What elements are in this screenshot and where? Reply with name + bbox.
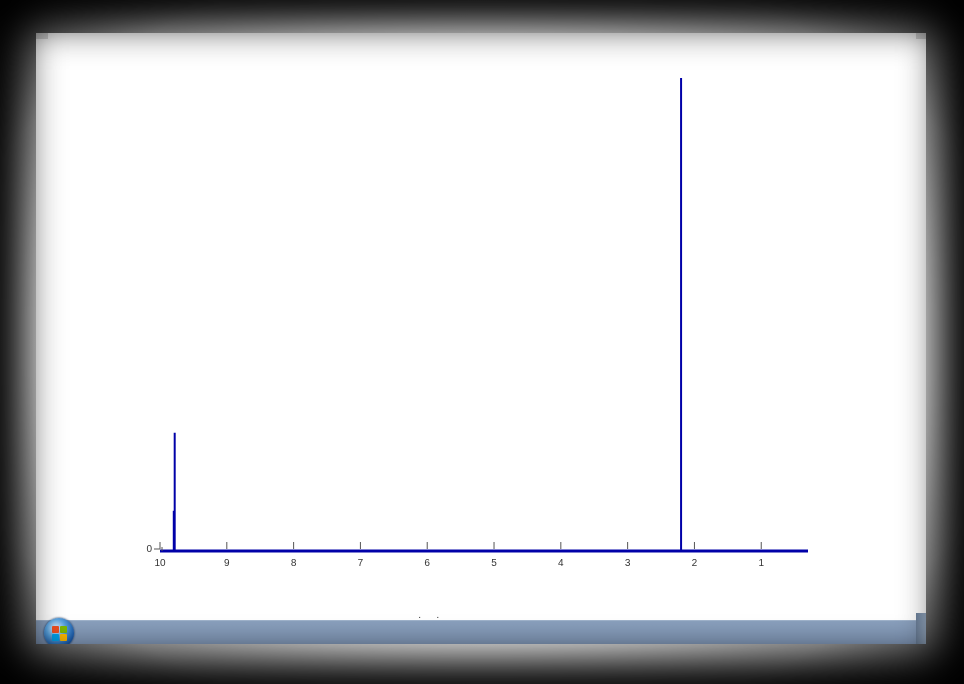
x-tick-label: 2 bbox=[692, 558, 698, 569]
x-tick-label: 4 bbox=[558, 558, 564, 569]
taskbar bbox=[36, 613, 926, 644]
spectrum-peaks bbox=[172, 78, 683, 551]
screen: 10 9 8 7 6 5 4 3 2 1 0 · · bbox=[36, 33, 926, 644]
x-tick-label: 1 bbox=[758, 558, 764, 569]
x-axis: 10 9 8 7 6 5 4 3 2 1 bbox=[154, 542, 808, 569]
screen-corner-right bbox=[916, 33, 926, 39]
show-desktop-button[interactable] bbox=[916, 613, 926, 644]
windows-start-orb-icon[interactable] bbox=[44, 618, 74, 644]
logo-quadrant-yellow bbox=[60, 634, 67, 641]
logo-quadrant-blue bbox=[52, 634, 59, 641]
nmr-spectrum-chart: 10 9 8 7 6 5 4 3 2 1 0 bbox=[146, 78, 808, 569]
logo-quadrant-green bbox=[60, 626, 67, 633]
x-tick-label: 5 bbox=[491, 558, 497, 569]
x-tick-label: 7 bbox=[358, 558, 364, 569]
x-tick-label: 10 bbox=[154, 558, 166, 569]
logo-quadrant-red bbox=[52, 626, 59, 633]
screen-corner-left bbox=[36, 33, 48, 39]
x-tick-label: 8 bbox=[291, 558, 297, 569]
x-tick-label: 9 bbox=[224, 558, 230, 569]
y-tick-label: 0 bbox=[146, 544, 152, 555]
x-tick-label: 6 bbox=[424, 558, 430, 569]
footer-dots: · · bbox=[418, 612, 446, 623]
x-tick-label: 3 bbox=[625, 558, 631, 569]
y-axis: 0 bbox=[146, 544, 163, 555]
